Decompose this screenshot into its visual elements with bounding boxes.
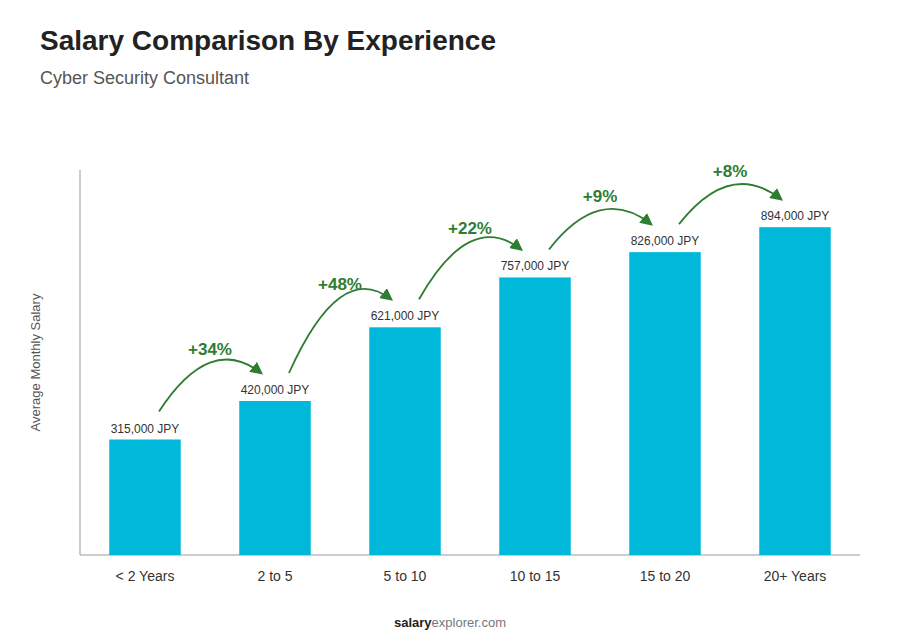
data-label: 757,000 JPY (501, 259, 570, 273)
annotation: +22% (448, 219, 492, 238)
bar (239, 401, 311, 555)
y-axis-label: Average Monthly Salary (28, 293, 43, 431)
change-arrow (159, 359, 261, 411)
chart: Salary Comparison By Experience Cyber Sec… (0, 0, 900, 641)
x-tick-label: < 2 Years (116, 568, 175, 584)
title: Salary Comparison By Experience (40, 25, 496, 56)
data-label: 621,000 JPY (371, 309, 440, 323)
footer-part: explorer.com (432, 615, 506, 630)
x-tick-label: 10 to 15 (510, 568, 561, 584)
subtitle: Cyber Security Consultant (40, 68, 249, 88)
bars (109, 227, 831, 555)
change-arrow (549, 209, 651, 249)
bar (499, 277, 571, 555)
change-arrow (289, 289, 391, 373)
change-arrow (679, 184, 781, 224)
x-tick-label: 15 to 20 (640, 568, 691, 584)
bar (629, 252, 701, 555)
chart-container: Salary Comparison By Experience Cyber Sec… (0, 0, 900, 641)
annotation: +8% (713, 162, 748, 181)
footer-part: salary (394, 615, 432, 630)
x-tick-label: 2 to 5 (257, 568, 292, 584)
data-label: 420,000 JPY (241, 383, 310, 397)
x-tick-label: 20+ Years (764, 568, 827, 584)
footer: salaryexplorer.com (394, 615, 506, 630)
data-label: 826,000 JPY (631, 234, 700, 248)
annotation: +48% (318, 275, 362, 294)
data-label: 315,000 JPY (111, 422, 180, 436)
y-axis-line (80, 170, 81, 555)
x-axis-line (80, 555, 860, 556)
data-label: 894,000 JPY (761, 209, 830, 223)
annotation: +34% (188, 340, 232, 359)
annotation: +9% (583, 187, 618, 206)
x-tick-label: 5 to 10 (384, 568, 427, 584)
change-arrow (419, 237, 521, 299)
bar (369, 327, 441, 555)
bar (109, 440, 181, 556)
bar (759, 227, 831, 555)
